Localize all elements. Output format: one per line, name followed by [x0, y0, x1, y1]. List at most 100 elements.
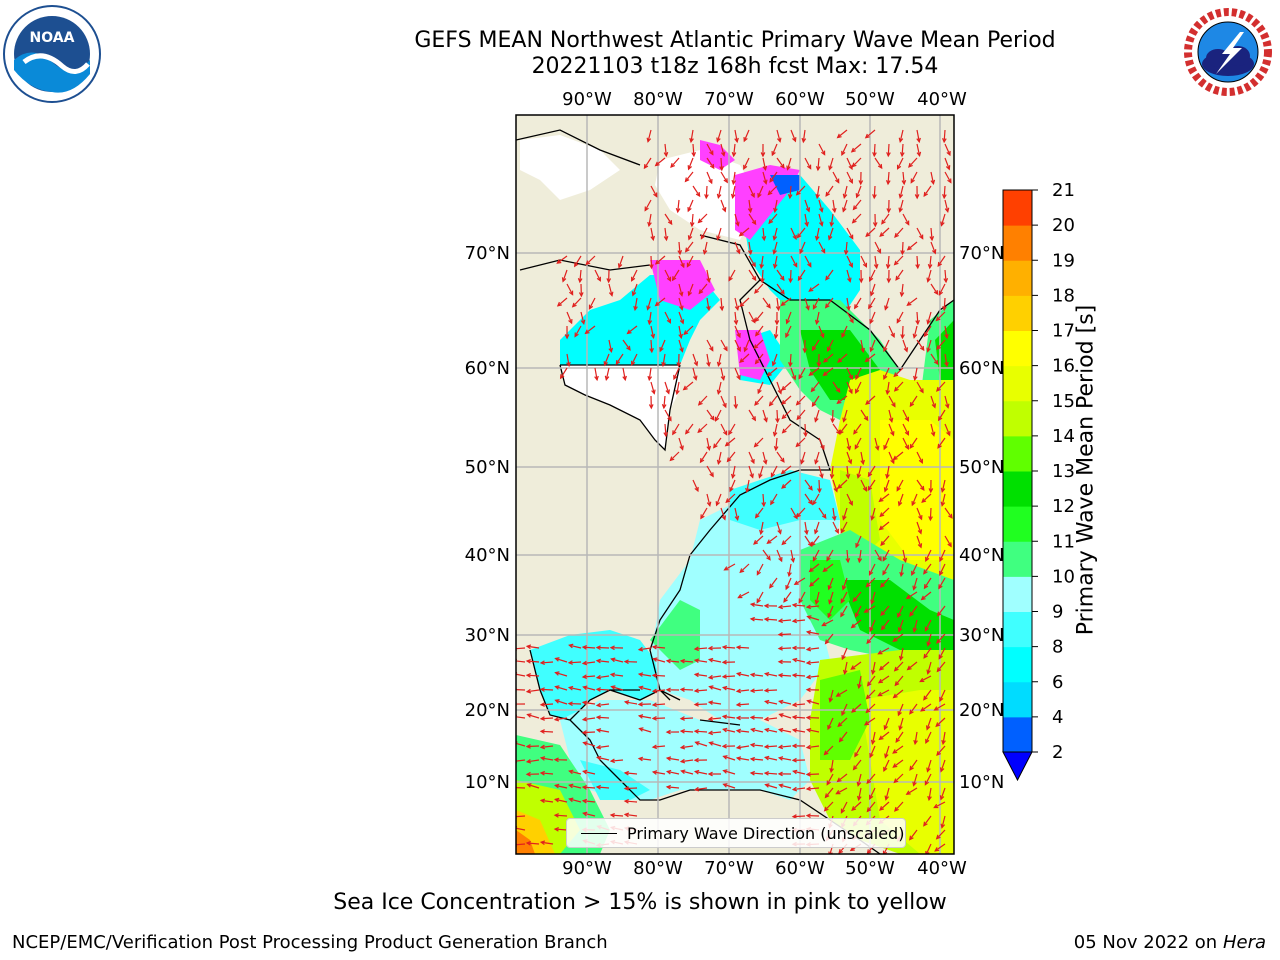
wave-arrow-head	[929, 236, 935, 242]
wave-arrow	[900, 563, 904, 576]
wave-arrow-head	[893, 372, 899, 378]
wave-arrow-head	[539, 702, 545, 707]
wave-arrow	[776, 283, 785, 295]
wave-arrow-head	[554, 671, 560, 676]
wave-arrow	[767, 535, 778, 544]
wave-arrow	[597, 660, 610, 663]
wave-arrow-head	[556, 301, 562, 307]
colorbar-segment	[1003, 330, 1032, 367]
wave-arrow-head	[581, 785, 587, 790]
wave-arrow-head	[754, 400, 759, 406]
wave-arrow-head	[731, 179, 737, 186]
wave-arrow-head	[791, 814, 797, 819]
wave-arrow	[700, 227, 708, 239]
wave-arrow	[751, 673, 764, 677]
wave-arrow-head	[837, 722, 843, 728]
wave-arrow	[944, 325, 948, 338]
wave-arrow-head	[709, 472, 714, 478]
wave-arrow	[823, 353, 834, 363]
wave-arrow	[921, 493, 932, 503]
wave-arrow	[680, 717, 694, 720]
wave-arrow	[771, 143, 778, 156]
wave-arrow-head	[777, 659, 783, 665]
wave-arrow-head	[817, 488, 822, 494]
wave-arrow	[869, 745, 876, 758]
wave-arrow-head	[631, 291, 637, 297]
wave-arrow-head	[623, 659, 629, 665]
wave-arrow	[709, 675, 722, 679]
wave-arrow	[837, 717, 848, 727]
wave-arrow-head	[707, 657, 714, 663]
wave-arrow	[579, 269, 582, 283]
wave-arrow-head	[805, 305, 810, 311]
wave-arrow	[837, 479, 848, 489]
wave-arrow-head	[926, 319, 931, 325]
wave-arrow-head	[892, 637, 898, 643]
wave-arrow	[906, 787, 918, 795]
colorbar-tick-label: 11	[1052, 531, 1075, 552]
wave-arrow-head	[679, 347, 684, 353]
wave-arrow	[934, 703, 946, 711]
wave-arrow-head	[617, 263, 623, 269]
wave-arrow	[839, 731, 848, 742]
wave-arrow-head	[876, 248, 882, 254]
lon-tick-bottom: 40°W	[917, 858, 967, 879]
wave-arrow	[585, 325, 596, 334]
wave-arrow-head	[663, 432, 669, 438]
wave-arrow-head	[751, 275, 757, 282]
wave-arrow-head	[649, 348, 654, 354]
wave-arrow-head	[781, 484, 787, 489]
wave-arrow	[781, 535, 792, 545]
wave-arrow	[729, 479, 736, 492]
wave-arrow-head	[525, 840, 531, 846]
wave-arrow	[555, 657, 568, 663]
wave-arrow	[854, 297, 862, 309]
wave-arrow-head	[793, 262, 798, 268]
wave-arrow	[768, 185, 778, 195]
wave-arrow-head	[913, 375, 918, 382]
wave-arrow-head	[578, 292, 584, 298]
wave-arrow	[936, 661, 946, 672]
wave-arrow-head	[754, 317, 760, 323]
chart-subtitle: 20221103 t18z 168h fcst Max: 17.54	[531, 54, 939, 79]
wave-arrow-head	[820, 445, 825, 451]
wave-arrow	[678, 283, 683, 296]
wave-arrow	[893, 773, 904, 783]
wave-arrow	[909, 759, 918, 771]
wave-arrow-head	[805, 715, 811, 721]
wave-arrow-head	[763, 179, 768, 185]
wave-arrow	[869, 787, 876, 800]
wave-arrow-head	[805, 687, 811, 693]
wave-arrow-head	[588, 304, 594, 310]
wave-arrow	[825, 185, 834, 197]
wave-arrow	[756, 563, 764, 575]
wave-arrow	[804, 297, 810, 310]
wave-arrow-head	[815, 166, 821, 172]
wave-arrow-head	[687, 235, 693, 241]
wave-arrow-head	[927, 263, 933, 270]
wave-arrow-head	[836, 133, 842, 139]
footer-date-text: 05 Nov 2022 on	[1073, 932, 1218, 953]
wave-arrow	[893, 689, 904, 698]
wave-arrow-head	[909, 765, 914, 771]
wave-arrow	[895, 269, 904, 281]
wave-arrow	[639, 757, 652, 761]
wave-arrow-head	[766, 371, 772, 377]
wave-arrow-head	[734, 515, 740, 521]
wave-arrow	[846, 549, 849, 563]
wave-arrow	[846, 367, 853, 380]
wave-arrow-head	[909, 709, 914, 715]
wave-arrow	[554, 814, 568, 817]
lat-tick-right: 10°N	[959, 772, 1004, 793]
wave-arrow	[639, 686, 652, 691]
wave-arrow	[818, 437, 825, 450]
wave-arrow	[669, 451, 680, 461]
wave-arrow-head	[811, 402, 817, 408]
wave-arrow-head	[795, 400, 801, 406]
wave-arrow-head	[736, 332, 741, 339]
wave-arrow	[762, 297, 771, 309]
wave-arrow	[815, 311, 820, 324]
lat-tick-right: 20°N	[959, 700, 1004, 721]
wave-arrow	[925, 731, 932, 744]
wave-arrow	[732, 171, 736, 184]
